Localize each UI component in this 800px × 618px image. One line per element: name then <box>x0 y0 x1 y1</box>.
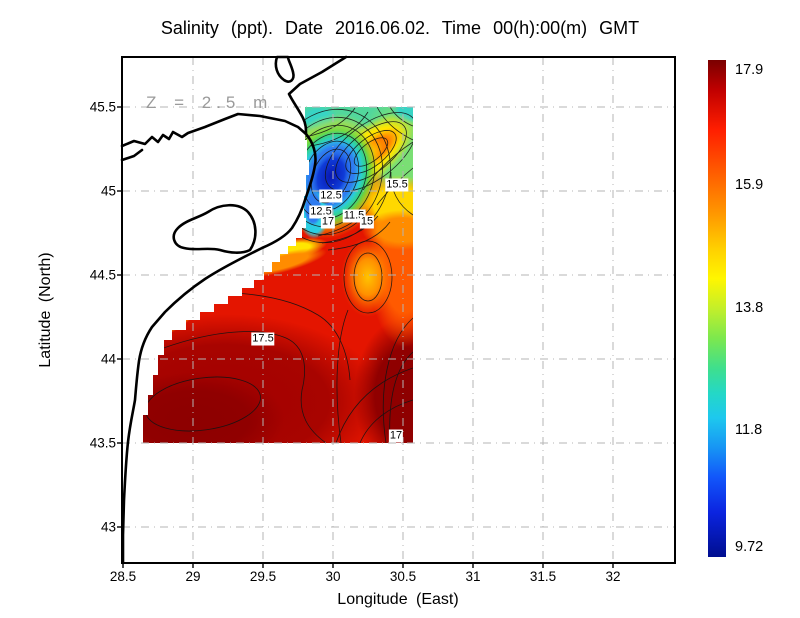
colorbar <box>708 60 726 557</box>
colorbar-label: 9.72 <box>735 539 764 555</box>
contour-label: 12.5 <box>309 205 333 219</box>
salinity-field <box>143 107 413 443</box>
x-axis-label: Longitude (East) <box>337 591 459 608</box>
colorbar-label: 17.9 <box>735 62 764 78</box>
x-tick-label: 30.5 <box>389 569 417 584</box>
colorbar-label: 11.8 <box>735 422 763 438</box>
y-tick-label: 43 <box>100 519 116 535</box>
y-tick-label: 43.5 <box>89 435 116 451</box>
x-tick-label: 28.5 <box>109 569 137 584</box>
chart-title: Salinity (ppt). Date 2016.06.02. Time 00… <box>160 18 640 38</box>
plot-frame <box>121 56 676 564</box>
y-tick-label: 45 <box>100 183 116 199</box>
contour-label: 17 <box>320 215 336 229</box>
y-tick-label: 44 <box>100 351 116 367</box>
contour-label: 17 <box>388 429 404 443</box>
x-tick-label: 31 <box>465 569 481 584</box>
x-tick-label: 31.5 <box>529 569 557 584</box>
y-tick-label: 44.5 <box>89 267 116 283</box>
contour-label: 15.5 <box>385 178 409 192</box>
colorbar-label: 13.8 <box>735 300 764 316</box>
coastline-path <box>120 55 348 565</box>
x-tick-label: 29 <box>185 569 201 584</box>
contour-label: 12.5 <box>319 189 343 203</box>
x-tick-label: 29.5 <box>249 569 277 584</box>
depth-annotation: Z = 2.5 m <box>146 93 273 112</box>
contour-label: 17.5 <box>251 332 275 346</box>
colorbar-label: 15.9 <box>735 177 764 193</box>
x-tick-label: 32 <box>605 569 621 584</box>
contour-label: 15 <box>359 215 375 229</box>
gridlines <box>122 57 675 563</box>
y-tick-label: 45.5 <box>89 99 116 115</box>
x-tick-label: 30 <box>325 569 341 584</box>
contour-label: 11.5 <box>342 209 366 223</box>
